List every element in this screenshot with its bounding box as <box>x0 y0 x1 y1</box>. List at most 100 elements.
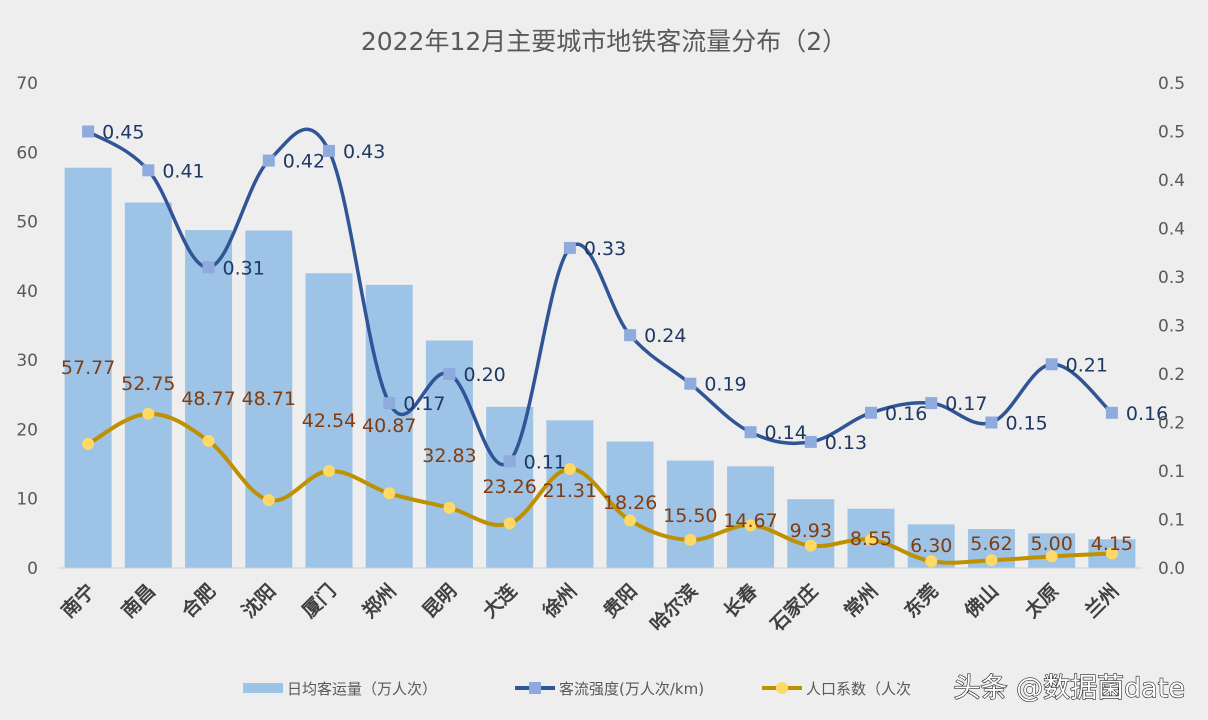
legend-marker-intensity <box>529 682 541 694</box>
intensity-point <box>865 406 877 419</box>
population-point <box>985 554 998 567</box>
bar-data-label: 48.71 <box>242 388 296 410</box>
right-axis-tick: 0.3 <box>1158 268 1185 288</box>
bar-data-label: 15.50 <box>663 505 717 527</box>
intensity-data-label: 0.21 <box>1066 354 1108 376</box>
population-point <box>925 555 938 568</box>
population-point <box>744 519 757 532</box>
left-axis-tick: 10 <box>16 490 38 510</box>
intensity-point <box>1105 406 1118 419</box>
population-point <box>323 465 335 477</box>
intensity-data-label: 0.24 <box>644 325 686 347</box>
bar-data-label: 4.15 <box>1091 533 1133 555</box>
bar <box>245 230 293 569</box>
intensity-data-label: 0.17 <box>403 393 445 415</box>
category-label: 石家庄 <box>765 579 822 636</box>
intensity-data-label: 0.43 <box>343 141 385 163</box>
population-point <box>82 437 95 450</box>
category-label: 长春 <box>719 579 762 622</box>
bar <box>486 406 534 568</box>
intensity-point <box>563 241 576 254</box>
right-axis-tick: 0.2 <box>1158 365 1185 385</box>
intensity-point <box>1045 358 1058 371</box>
bar-data-label: 5.62 <box>970 533 1012 555</box>
bar <box>727 466 775 568</box>
population-point <box>563 463 576 476</box>
intensity-data-label: 0.33 <box>584 238 626 260</box>
right-axis-tick: 0.3 <box>1158 317 1185 337</box>
category-label: 常州 <box>839 579 882 622</box>
bar <box>124 202 172 568</box>
population-point <box>1045 550 1058 563</box>
category-label: 佛山 <box>959 579 1003 623</box>
category-label: 合肥 <box>177 579 220 622</box>
intensity-point <box>624 329 637 342</box>
intensity-data-label: 0.14 <box>765 422 807 444</box>
bar <box>365 284 413 568</box>
bar <box>546 420 594 568</box>
category-label: 兰州 <box>1080 579 1123 622</box>
category-label: 南昌 <box>117 580 159 622</box>
intensity-point <box>202 261 215 274</box>
population-point <box>684 533 697 546</box>
bar <box>64 167 112 568</box>
bar <box>305 273 353 568</box>
left-axis-tick: 30 <box>16 351 38 371</box>
intensity-data-label: 0.41 <box>162 160 204 182</box>
right-axis-tick: 0.2 <box>1158 414 1185 434</box>
legend-label: 人口系数（人次 <box>806 680 911 698</box>
left-axis-tick: 0 <box>27 559 38 579</box>
intensity-line <box>87 127 1114 467</box>
bar-data-label: 9.93 <box>790 520 832 542</box>
population-point <box>503 517 516 530</box>
category-label: 太原 <box>1020 579 1063 622</box>
bar-data-label: 32.83 <box>422 445 476 467</box>
population-point <box>865 533 877 546</box>
bar-data-label: 57.77 <box>61 357 115 379</box>
bar-data-label: 40.87 <box>362 415 416 437</box>
category-label: 南宁 <box>57 579 100 622</box>
bar-data-label: 48.77 <box>181 388 235 410</box>
intensity-data-label: 0.16 <box>1126 403 1168 425</box>
intensity-point <box>383 397 396 410</box>
population-point <box>383 487 396 500</box>
category-label: 哈尔滨 <box>645 579 702 636</box>
intensity-point <box>925 397 938 410</box>
bar-data-label: 8.55 <box>850 528 892 550</box>
category-label: 徐州 <box>538 579 582 623</box>
population-point <box>262 494 275 507</box>
population-point <box>624 514 637 527</box>
category-label: 沈阳 <box>237 579 280 622</box>
category-label: 昆明 <box>419 580 461 622</box>
population-point <box>443 501 456 514</box>
bar-data-label: 52.75 <box>121 373 175 395</box>
intensity-point <box>985 416 998 429</box>
population-line <box>87 411 1112 565</box>
bar-data-label: 6.30 <box>910 535 952 557</box>
bar-data-label: 18.26 <box>603 492 657 514</box>
right-axis-tick: 0.5 <box>1158 74 1185 94</box>
intensity-data-label: 0.45 <box>102 122 144 144</box>
population-point <box>1105 547 1118 560</box>
right-axis-tick: 0.4 <box>1158 171 1185 191</box>
intensity-point <box>443 368 456 380</box>
intensity-data-label: 0.16 <box>885 403 927 425</box>
bar-data-label: 21.31 <box>543 480 597 502</box>
intensity-data-label: 0.13 <box>825 432 867 454</box>
intensity-point <box>503 455 516 468</box>
intensity-data-label: 0.11 <box>524 451 566 473</box>
intensity-data-label: 0.42 <box>283 151 325 173</box>
intensity-point <box>804 435 817 448</box>
bar-data-label: 14.67 <box>723 510 777 532</box>
category-label: 东莞 <box>900 579 943 622</box>
intensity-data-label: 0.20 <box>463 364 505 386</box>
intensity-data-label: 0.17 <box>945 393 987 415</box>
left-axis-tick: 60 <box>16 143 38 163</box>
right-axis-tick: 0.1 <box>1158 462 1185 482</box>
bar-data-label: 5.00 <box>1031 533 1073 555</box>
right-axis-tick: 0.0 <box>1158 559 1185 579</box>
category-label: 贵阳 <box>599 580 641 622</box>
population-point <box>202 434 215 447</box>
